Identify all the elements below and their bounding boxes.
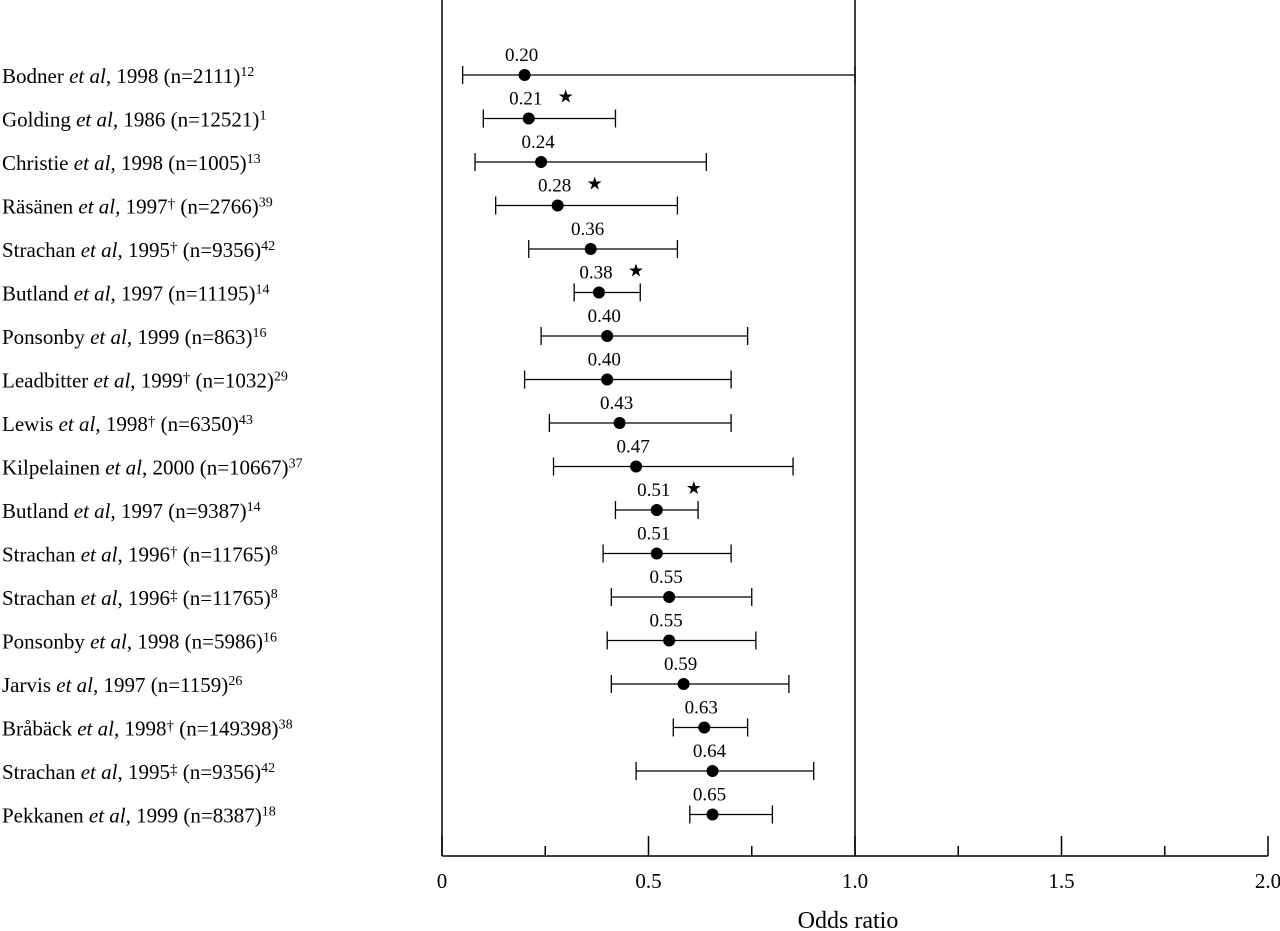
point-estimate (663, 634, 676, 647)
point-estimate (630, 460, 643, 473)
or-value-label: 0.51 (637, 524, 670, 545)
study-row: Lewis et al, 1998† (n=6350)43 0.43 (2, 393, 732, 436)
study-label: Bodner et al, 1998 (n=2111)12 (2, 64, 254, 88)
study-row: Strachan et al, 1995† (n=9356)42 0.36 (2, 219, 679, 262)
study-label: Christie et al, 1998 (n=1005)13 (2, 151, 261, 175)
significance-star: ★ (558, 87, 574, 107)
point-estimate (706, 808, 719, 821)
study-label: Strachan et al, 1996† (n=11765)8 (2, 543, 278, 567)
point-estimate (601, 330, 614, 342)
or-value-label: 0.40 (588, 350, 621, 371)
or-value-label: 0.55 (650, 611, 683, 632)
significance-star: ★ (628, 261, 644, 281)
plot-frame (441, 0, 856, 856)
significance-star: ★ (686, 478, 702, 498)
x-tick-label: 2.0 (1255, 869, 1280, 893)
x-tick-label: 1.0 (842, 869, 868, 893)
or-value-label: 0.65 (693, 785, 726, 806)
point-estimate (518, 69, 531, 81)
or-value-label: 0.55 (650, 567, 683, 588)
point-estimate (522, 112, 535, 125)
study-row: Golding et al, 1986 (n=12521)1 0.21 ★ (2, 87, 617, 132)
study-row: Ponsonby et al, 1998 (n=5986)16 0.55 (2, 611, 757, 654)
or-value-label: 0.51 (637, 480, 670, 501)
or-value-label: 0.47 (616, 437, 649, 458)
point-estimate (584, 243, 597, 255)
study-label: Strachan et al, 1996‡ (n=11765)8 (2, 586, 278, 610)
study-row: Kilpelainen et al, 2000 (n=10667)37 0.47 (2, 437, 794, 480)
study-label: Räsänen et al, 1997† (n=2766)39 (2, 195, 273, 219)
or-value-label: 0.43 (600, 393, 633, 414)
study-row: Bodner et al, 1998 (n=2111)12 0.20 (2, 45, 856, 88)
or-value-label: 0.36 (571, 219, 604, 240)
x-axis-title: Odds ratio (798, 908, 899, 931)
study-label: Leadbitter et al, 1999† (n=1032)29 (2, 369, 288, 393)
study-label: Strachan et al, 1995‡ (n=9356)42 (2, 760, 275, 784)
study-row: Strachan et al, 1996‡ (n=11765)8 0.55 (2, 567, 753, 610)
significance-star: ★ (587, 174, 603, 194)
point-estimate (663, 591, 676, 603)
point-estimate (551, 199, 564, 212)
or-value-label: 0.59 (664, 654, 697, 675)
study-row: Butland et al, 1997 (n=11195)14 0.38 ★ (2, 261, 644, 306)
study-label: Ponsonby et al, 1999 (n=863)16 (2, 325, 266, 349)
study-row: Pekkanen et al, 1999 (n=8387)18 0.65 (2, 785, 774, 828)
or-value-label: 0.63 (685, 698, 718, 719)
or-value-label: 0.64 (693, 741, 727, 762)
study-row: Butland et al, 1997 (n=9387)14 0.51 ★ (2, 478, 702, 523)
study-row: Christie et al, 1998 (n=1005)13 0.24 (2, 132, 707, 175)
study-row: Strachan et al, 1996† (n=11765)8 0.51 (2, 524, 732, 567)
x-tick-label: 1.5 (1048, 869, 1074, 893)
or-value-label: 0.24 (521, 132, 555, 153)
x-tick-label: 0 (437, 869, 448, 893)
study-rows: Bodner et al, 1998 (n=2111)12 0.20 Golding… (2, 45, 856, 828)
point-estimate (650, 504, 663, 516)
point-estimate (535, 156, 548, 168)
study-label: Lewis et al, 1998† (n=6350)43 (2, 412, 253, 436)
or-value-label: 0.20 (505, 45, 538, 66)
x-tick-label: 0.5 (635, 869, 661, 893)
point-estimate (601, 373, 614, 386)
study-label: Golding et al, 1986 (n=12521)1 (2, 108, 266, 132)
point-estimate (613, 417, 626, 429)
x-axis: 0 0.5 1.0 1.5 2.0 (437, 836, 1280, 893)
study-label: Butland et al, 1997 (n=11195)14 (2, 282, 270, 306)
study-label: Ponsonby et al, 1998 (n=5986)16 (2, 630, 277, 654)
study-row: Strachan et al, 1995‡ (n=9356)42 0.64 (2, 741, 815, 784)
study-row: Jarvis et al, 1997 (n=1159)26 0.59 (2, 654, 790, 697)
study-label: Kilpelainen et al, 2000 (n=10667)37 (2, 456, 303, 480)
study-label: Butland et al, 1997 (n=9387)14 (2, 499, 261, 523)
study-row: Leadbitter et al, 1999† (n=1032)29 0.40 (2, 350, 732, 393)
study-row: Bråbäck et al, 1998† (n=149398)38 0.63 (2, 698, 749, 741)
point-estimate (592, 286, 605, 299)
study-row: Ponsonby et al, 1999 (n=863)16 0.40 (2, 306, 749, 349)
study-row: Räsänen et al, 1997† (n=2766)39 0.28 ★ (2, 174, 679, 219)
or-value-label: 0.21 (509, 89, 542, 110)
point-estimate (706, 765, 719, 777)
study-label: Jarvis et al, 1997 (n=1159)26 (2, 673, 242, 697)
study-label: Strachan et al, 1995† (n=9356)42 (2, 238, 275, 262)
or-value-label: 0.40 (588, 306, 621, 327)
or-value-label: 0.38 (579, 263, 612, 284)
point-estimate (650, 547, 663, 560)
study-label: Pekkanen et al, 1999 (n=8387)18 (2, 804, 276, 828)
study-label: Bråbäck et al, 1998† (n=149398)38 (2, 717, 293, 741)
point-estimate (698, 721, 711, 734)
or-value-label: 0.28 (538, 176, 571, 197)
point-estimate (677, 678, 690, 690)
